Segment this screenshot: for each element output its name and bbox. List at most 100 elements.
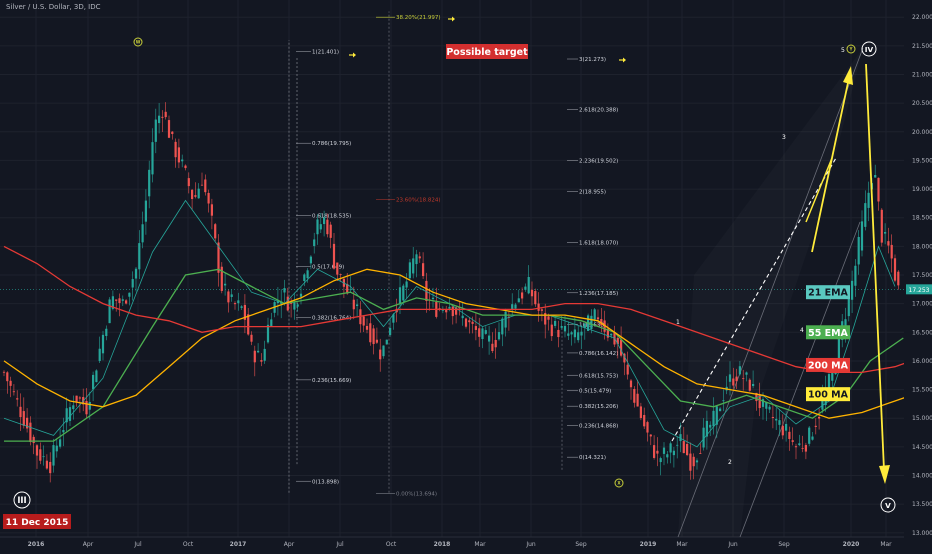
wave-w-circle [133,37,143,47]
candle-body [544,313,547,325]
candle-body [534,291,537,305]
candle-body [451,306,454,317]
y-tick-label: 21.500 [912,43,932,50]
candle-body [887,241,890,246]
candle-body [85,400,88,415]
candle-body [243,304,246,320]
candle-body [880,209,883,243]
wave-iii-circle [13,491,31,509]
candle-body [415,254,418,265]
wave-y-circle [846,44,856,54]
projection-down-head [879,465,890,484]
candle-body [593,309,596,320]
candle-body [349,289,352,291]
x-tick-label: 2017 [230,541,247,548]
candle-body [511,304,514,311]
channel-lower [739,221,861,538]
candle-body [719,408,722,412]
candle-body [537,303,540,311]
candle-body [299,293,303,297]
x-tick-label: Sep [778,541,790,548]
wave-iv-label: IV [865,45,874,54]
candle-body [448,306,451,309]
chart-title: Silver / U.S. Dollar, 3D, IDC [6,3,101,11]
candle-body [494,339,497,348]
candle-body [778,420,781,425]
candle-body [210,204,213,216]
candle-body [158,115,161,124]
candle-body [266,324,270,343]
candle-body [854,265,857,286]
candle-body [590,315,593,330]
fib-left-label: 1(21.401) [312,50,339,56]
wave-iv-circle [861,41,877,57]
candle-body [22,411,25,426]
candle-body [890,244,893,259]
x-tick-label: Oct [183,541,194,548]
candle-body [540,309,543,311]
y-tick-label: 18.000 [912,243,932,250]
candle-body [164,111,167,118]
candle-body [6,372,9,382]
fib-right-label: 2.618(20.388) [579,107,618,113]
candle-body [171,131,174,135]
candle-body [649,434,652,437]
candle-body [659,458,662,463]
candle-body [72,405,75,410]
candle-body [672,450,675,456]
candle-body [686,444,689,456]
candle-body [379,349,382,360]
candle-body [108,299,111,324]
candle-body [49,461,52,474]
last-price-tag [906,284,932,295]
candle-body [78,397,81,399]
candle-body [692,456,695,467]
projection-down-shaft [865,63,885,471]
candle-body [857,236,860,265]
candle-body [26,417,29,429]
candle-body [35,445,39,456]
ma-line [3,268,912,419]
count-3: 3 [782,134,786,141]
candle-body [309,256,312,264]
fib-left-label: 0(13.898) [312,479,339,485]
candle-body [148,169,151,197]
candle-body [392,314,395,323]
count-4: 4 [800,327,804,334]
candle-body [781,425,784,436]
candle-body [19,406,22,418]
candle-body [276,300,279,303]
candle-body [128,292,131,297]
y-axis: 22.000 21.500 21.000 20.500 20.000 19.500 19.0… [904,0,932,550]
candle-body [811,436,814,440]
arrow-fib-mid-head [452,16,455,22]
arrow-fib-right-head [623,57,626,63]
candle-body [346,283,349,294]
candle-body [705,420,708,437]
candle-body [2,371,6,373]
channel-upper [677,47,864,538]
candle-body [702,427,705,448]
candle-body [662,447,666,454]
fib-right-label: 0.5(15.479) [579,389,611,395]
x-tick-label: Jul [133,541,142,548]
candle-body [65,408,68,423]
candle-body [352,299,355,310]
ma-line [3,199,896,448]
count-1: 1 [676,319,680,326]
fib-right-label: 0.236(14.868) [579,424,618,430]
candle-body [95,370,98,383]
candle-body [191,189,194,200]
ma-label-box [806,285,850,300]
fib-right-label: 0.382(15.206) [579,404,618,410]
candles [2,102,900,483]
fib-mid-label: 0.00%(13.694) [396,491,437,497]
y-tick-label: 16.500 [912,329,932,336]
candle-body [666,454,669,458]
candle-body [253,350,256,363]
candle-body [187,178,190,187]
candle-body [583,323,586,328]
candle-body [293,302,296,310]
candle-body [860,221,864,251]
